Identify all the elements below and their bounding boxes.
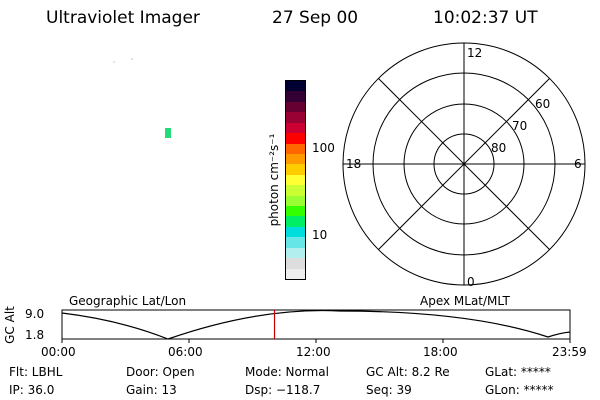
strip-x-tick: 18:00 [423, 345, 458, 359]
colorbar-band [286, 247, 305, 259]
colorbar-band [286, 237, 305, 248]
strip-axis-label: GC Alt [3, 306, 17, 344]
time-label: 10:02:37 UT [433, 8, 538, 28]
altitude-strip-frame [61, 309, 571, 340]
lat-label-80: 80 [491, 141, 507, 155]
info-door: Door: Open [126, 365, 195, 379]
polar-grid [342, 42, 586, 286]
colorbar-tick-10: 10 [312, 228, 328, 242]
strip-x-tick: 00:00 [41, 345, 76, 359]
strip-right-title: Apex MLat/MLT [420, 294, 510, 308]
mlt-label-18: 18 [346, 157, 362, 171]
colorbar [285, 80, 306, 280]
strip-x-tick: 06:00 [168, 345, 203, 359]
lat-label-70: 70 [512, 119, 528, 133]
mlt-label-0: 0 [467, 275, 475, 289]
colorbar-band [286, 268, 305, 280]
image-pixel [165, 128, 171, 138]
colorbar-band [286, 133, 305, 144]
altitude-strip-ticks [61, 339, 571, 343]
colorbar-band [286, 185, 305, 196]
info-glon: GLon: ***** [485, 383, 554, 397]
info-seq: Seq: 39 [366, 383, 412, 397]
instrument-title: Ultraviolet Imager [46, 8, 200, 28]
colorbar-band [286, 143, 305, 154]
colorbar-band [286, 122, 305, 134]
info-gc-alt: GC Alt: 8.2 Re [366, 365, 450, 379]
lat-label-60: 60 [535, 97, 551, 111]
image-pixel [113, 61, 115, 63]
colorbar-band [286, 81, 305, 92]
info-dsp: Dsp: −118.7 [245, 383, 321, 397]
mlt-label-12: 12 [467, 46, 483, 60]
strip-y-tick-bottom: 1.8 [25, 328, 45, 342]
info-glat: GLat: ***** [485, 365, 551, 379]
colorbar-band [286, 206, 305, 217]
image-pixel [131, 58, 133, 60]
colorbar-band [286, 258, 305, 269]
info-gain: Gain: 13 [126, 383, 177, 397]
altitude-curve [61, 309, 571, 340]
strip-left-title: Geographic Lat/Lon [69, 294, 187, 308]
colorbar-band [286, 164, 305, 175]
colorbar-band [286, 112, 305, 123]
colorbar-band [286, 216, 305, 227]
colorbar-band [286, 174, 305, 186]
strip-x-tick: 12:00 [296, 345, 331, 359]
colorbar-band [286, 195, 305, 207]
colorbar-tick-100: 100 [312, 141, 335, 155]
info-ip: IP: 36.0 [9, 383, 55, 397]
info-mode: Mode: Normal [245, 365, 329, 379]
mlt-label-6: 6 [574, 157, 582, 171]
date-label: 27 Sep 00 [272, 8, 359, 28]
strip-y-tick-top: 9.0 [25, 307, 45, 321]
strip-x-tick: 23:59 [552, 345, 587, 359]
colorbar-band [286, 101, 305, 113]
info-filter: Flt: LBHL [9, 365, 63, 379]
colorbar-band [286, 153, 305, 165]
colorbar-band [286, 226, 305, 238]
colorbar-band [286, 91, 305, 102]
